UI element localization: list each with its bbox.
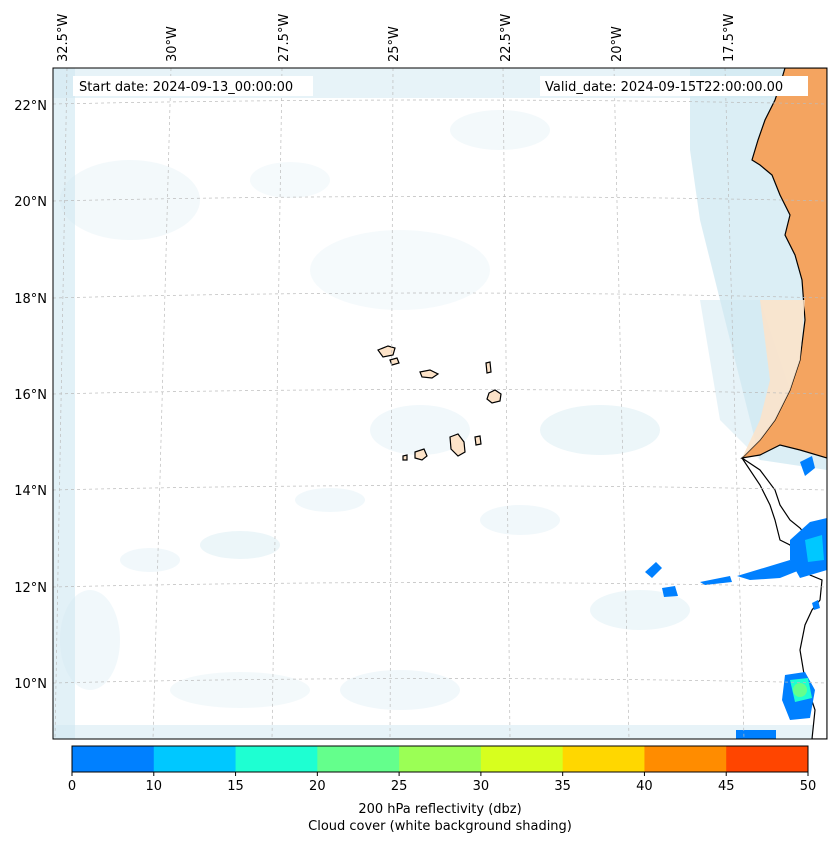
sahel-shading — [742, 300, 805, 458]
africa-land — [740, 68, 827, 459]
colorbar: 0 10 15 20 25 30 35 40 45 50 200 hPa reflectivity… — [68, 745, 816, 834]
colorbar-label-1: 200 hPa reflectivity (dbz) — [358, 802, 521, 817]
lon-label: 27.5°W — [277, 14, 292, 62]
colorbar-swatch — [562, 746, 645, 772]
colorbar-tick-label: 10 — [146, 779, 163, 794]
lat-label: 16°N — [14, 388, 47, 403]
reflectivity-cells — [645, 456, 827, 739]
lon-label: 32.5°W — [56, 14, 71, 62]
colorbar-tick-label: 20 — [309, 779, 326, 794]
colorbar-tick-label: 35 — [554, 779, 571, 794]
lon-label: 25°W — [387, 26, 402, 62]
map-layers: Start date: 2024-09-13_00:00:00 Valid_da… — [53, 68, 827, 739]
lat-label: 10°N — [14, 677, 47, 692]
cape-verde-islands — [377, 345, 502, 461]
latitude-labels: 22°N 20°N 18°N 16°N 14°N 12°N 10°N — [14, 99, 47, 692]
lat-label: 12°N — [14, 581, 47, 596]
lat-label: 20°N — [14, 195, 47, 210]
valid-date-box — [540, 76, 808, 96]
map-frame — [52, 67, 828, 740]
colorbar-tick-label: 30 — [473, 779, 490, 794]
lon-label: 20°W — [610, 26, 625, 62]
colorbar-swatch — [235, 746, 318, 772]
start-date-box — [73, 76, 313, 96]
colorbar-tick-label: 25 — [391, 779, 408, 794]
colorbar-swatch — [726, 746, 809, 772]
graticule — [53, 68, 827, 739]
colorbar-ticks: 0 10 15 20 25 30 35 40 45 50 — [68, 772, 816, 794]
lon-label: 30°W — [165, 26, 180, 62]
colorbar-tick-label: 45 — [718, 779, 735, 794]
lon-label: 22.5°W — [499, 14, 514, 62]
colorbar-swatch — [153, 746, 237, 772]
colorbar-label-2: Cloud cover (white background shading) — [308, 819, 572, 834]
lon-label: 17.5°W — [722, 14, 737, 62]
colorbar-swatch — [480, 746, 564, 772]
colorbar-frame — [71, 745, 809, 773]
colorbar-swatch — [72, 746, 155, 772]
start-date-label: Start date: 2024-09-13_00:00:00 — [79, 80, 293, 95]
colorbar-tick-label: 40 — [636, 779, 653, 794]
colorbar-swatches — [72, 746, 809, 772]
colorbar-tick-label: 0 — [68, 779, 76, 794]
colorbar-tick-label: 15 — [227, 779, 244, 794]
valid-date-label: Valid_date: 2024-09-15T22:00:00.00 — [545, 80, 783, 95]
lat-label: 14°N — [14, 484, 47, 499]
west-africa-coast — [741, 457, 827, 739]
colorbar-swatch — [317, 746, 400, 772]
colorbar-swatch — [399, 746, 482, 772]
lat-label: 22°N — [14, 99, 47, 114]
colorbar-swatch — [644, 746, 727, 772]
longitude-labels: 32.5°W 30°W 27.5°W 25°W 22.5°W 20°W 17.5… — [56, 14, 737, 62]
colorbar-tick-label: 50 — [800, 779, 817, 794]
lat-label: 18°N — [14, 292, 47, 307]
